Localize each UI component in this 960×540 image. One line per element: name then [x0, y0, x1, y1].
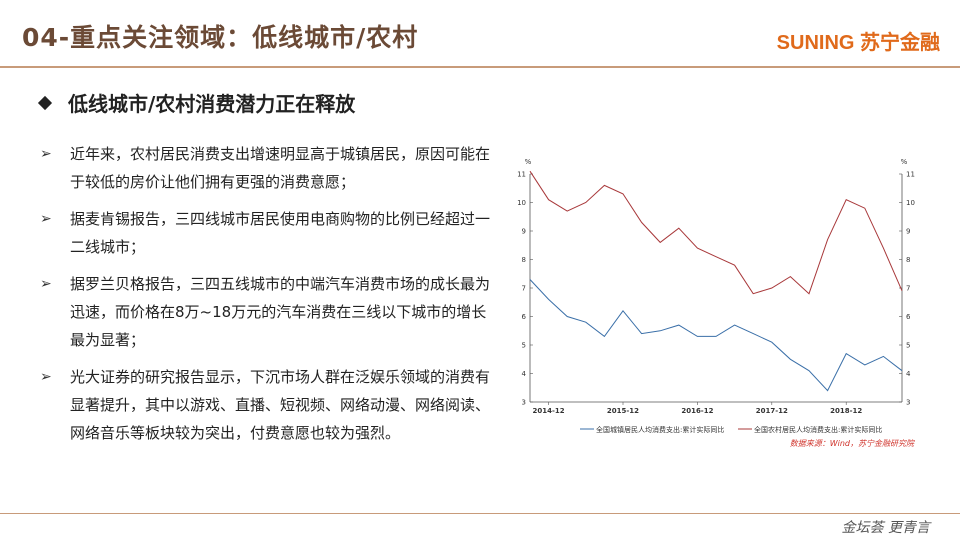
y-tick-label-left: 4	[522, 370, 527, 378]
consumption-growth-chart: % % 3 3 4 4 5 5 6 6 7 7 8 8 9 9 10 10 11 11 2014-12 2015-12 20…	[517, 158, 916, 448]
x-tick-label: 2016-12	[681, 407, 713, 415]
y-tick-label-right: 10	[906, 199, 915, 207]
section-heading-row: 低线城市/农村消费潜力正在释放	[37, 88, 356, 117]
suning-logo: SUNING 苏宁金融	[776, 32, 940, 54]
y-tick-label-left: 10	[517, 199, 526, 207]
y-tick-label-left: 6	[522, 313, 527, 321]
y-tick-label-left: 5	[522, 342, 526, 350]
x-tick-label: 2014-12	[533, 407, 565, 415]
y-tick-label-right: 5	[906, 342, 910, 350]
arrow-bullet-icon: ➢	[40, 146, 52, 162]
y-tick-label-right: 11	[906, 171, 915, 179]
bullet-text: 据罗兰贝格报告，三四五线城市的中端汽车消费市场的成长最为迅速，而价格在8万~18…	[70, 275, 491, 349]
bullet-text: 光大证券的研究报告显示，下沉市场人群在泛娱乐领域的消费有显著提升，其中以游戏、直…	[70, 368, 491, 442]
y-tick-label-right: 4	[906, 370, 911, 378]
y-tick-label-right: 3	[906, 399, 910, 407]
header-divider	[0, 66, 960, 68]
arrow-bullet-icon: ➢	[40, 276, 52, 292]
bullet-item: ➢ 光大证券的研究报告显示，下沉市场人群在泛娱乐领域的消费有显著提升，其中以游戏…	[40, 363, 495, 447]
y-tick-label-left: 3	[522, 399, 526, 407]
x-tick-label: 2015-12	[607, 407, 639, 415]
y-tick-label-right: 6	[906, 313, 911, 321]
y-unit-label-left: %	[525, 158, 532, 166]
bullet-item: ➢ 近年来，农村居民消费支出增速明显高于城镇居民，原因可能在于较低的房价让他们拥…	[40, 140, 495, 196]
section-heading: 低线城市/农村消费潜力正在释放	[68, 92, 356, 116]
arrow-bullet-icon: ➢	[40, 211, 52, 227]
legend-label-urban: 全国城镇居民人均消费支出:累计实际同比	[596, 425, 724, 434]
y-tick-label-right: 7	[906, 285, 910, 293]
bullet-text: 据麦肯锡报告，三四线城市居民使用电商购物的比例已经超过一二线城市；	[70, 210, 491, 256]
bullet-item: ➢ 据麦肯锡报告，三四线城市居民使用电商购物的比例已经超过一二线城市；	[40, 205, 495, 261]
y-tick-label-right: 8	[906, 256, 910, 264]
y-tick-label-right: 9	[906, 228, 910, 236]
series-line-rural	[529, 170, 903, 295]
arrow-bullet-icon: ➢	[40, 369, 52, 385]
y-tick-label-left: 11	[517, 171, 526, 179]
x-tick-label: 2018-12	[830, 407, 862, 415]
y-unit-label-right: %	[901, 158, 908, 166]
diamond-bullet-icon	[37, 95, 53, 110]
legend-label-rural: 全国农村居民人均消费支出:累计实际同比	[754, 425, 882, 434]
y-tick-label-left: 7	[522, 285, 526, 293]
footer-divider	[0, 513, 960, 514]
y-tick-label-left: 8	[522, 256, 526, 264]
x-tick-label: 2017-12	[756, 407, 788, 415]
y-tick-label-left: 9	[522, 228, 526, 236]
page-title: 04-重点关注领域：低线城市/农村	[22, 23, 419, 52]
chart-source-note: 数据来源：Wind，苏宁金融研究院	[790, 439, 916, 448]
bullet-text: 近年来，农村居民消费支出增速明显高于城镇居民，原因可能在于较低的房价让他们拥有更…	[70, 145, 491, 191]
series-line-urban	[529, 279, 903, 392]
bullet-list: ➢ 近年来，农村居民消费支出增速明显高于城镇居民，原因可能在于较低的房价让他们拥…	[40, 140, 495, 456]
bullet-item: ➢ 据罗兰贝格报告，三四五线城市的中端汽车消费市场的成长最为迅速，而价格在8万~…	[40, 270, 495, 354]
footer-signature: 金坛荟 更青言	[841, 520, 930, 536]
